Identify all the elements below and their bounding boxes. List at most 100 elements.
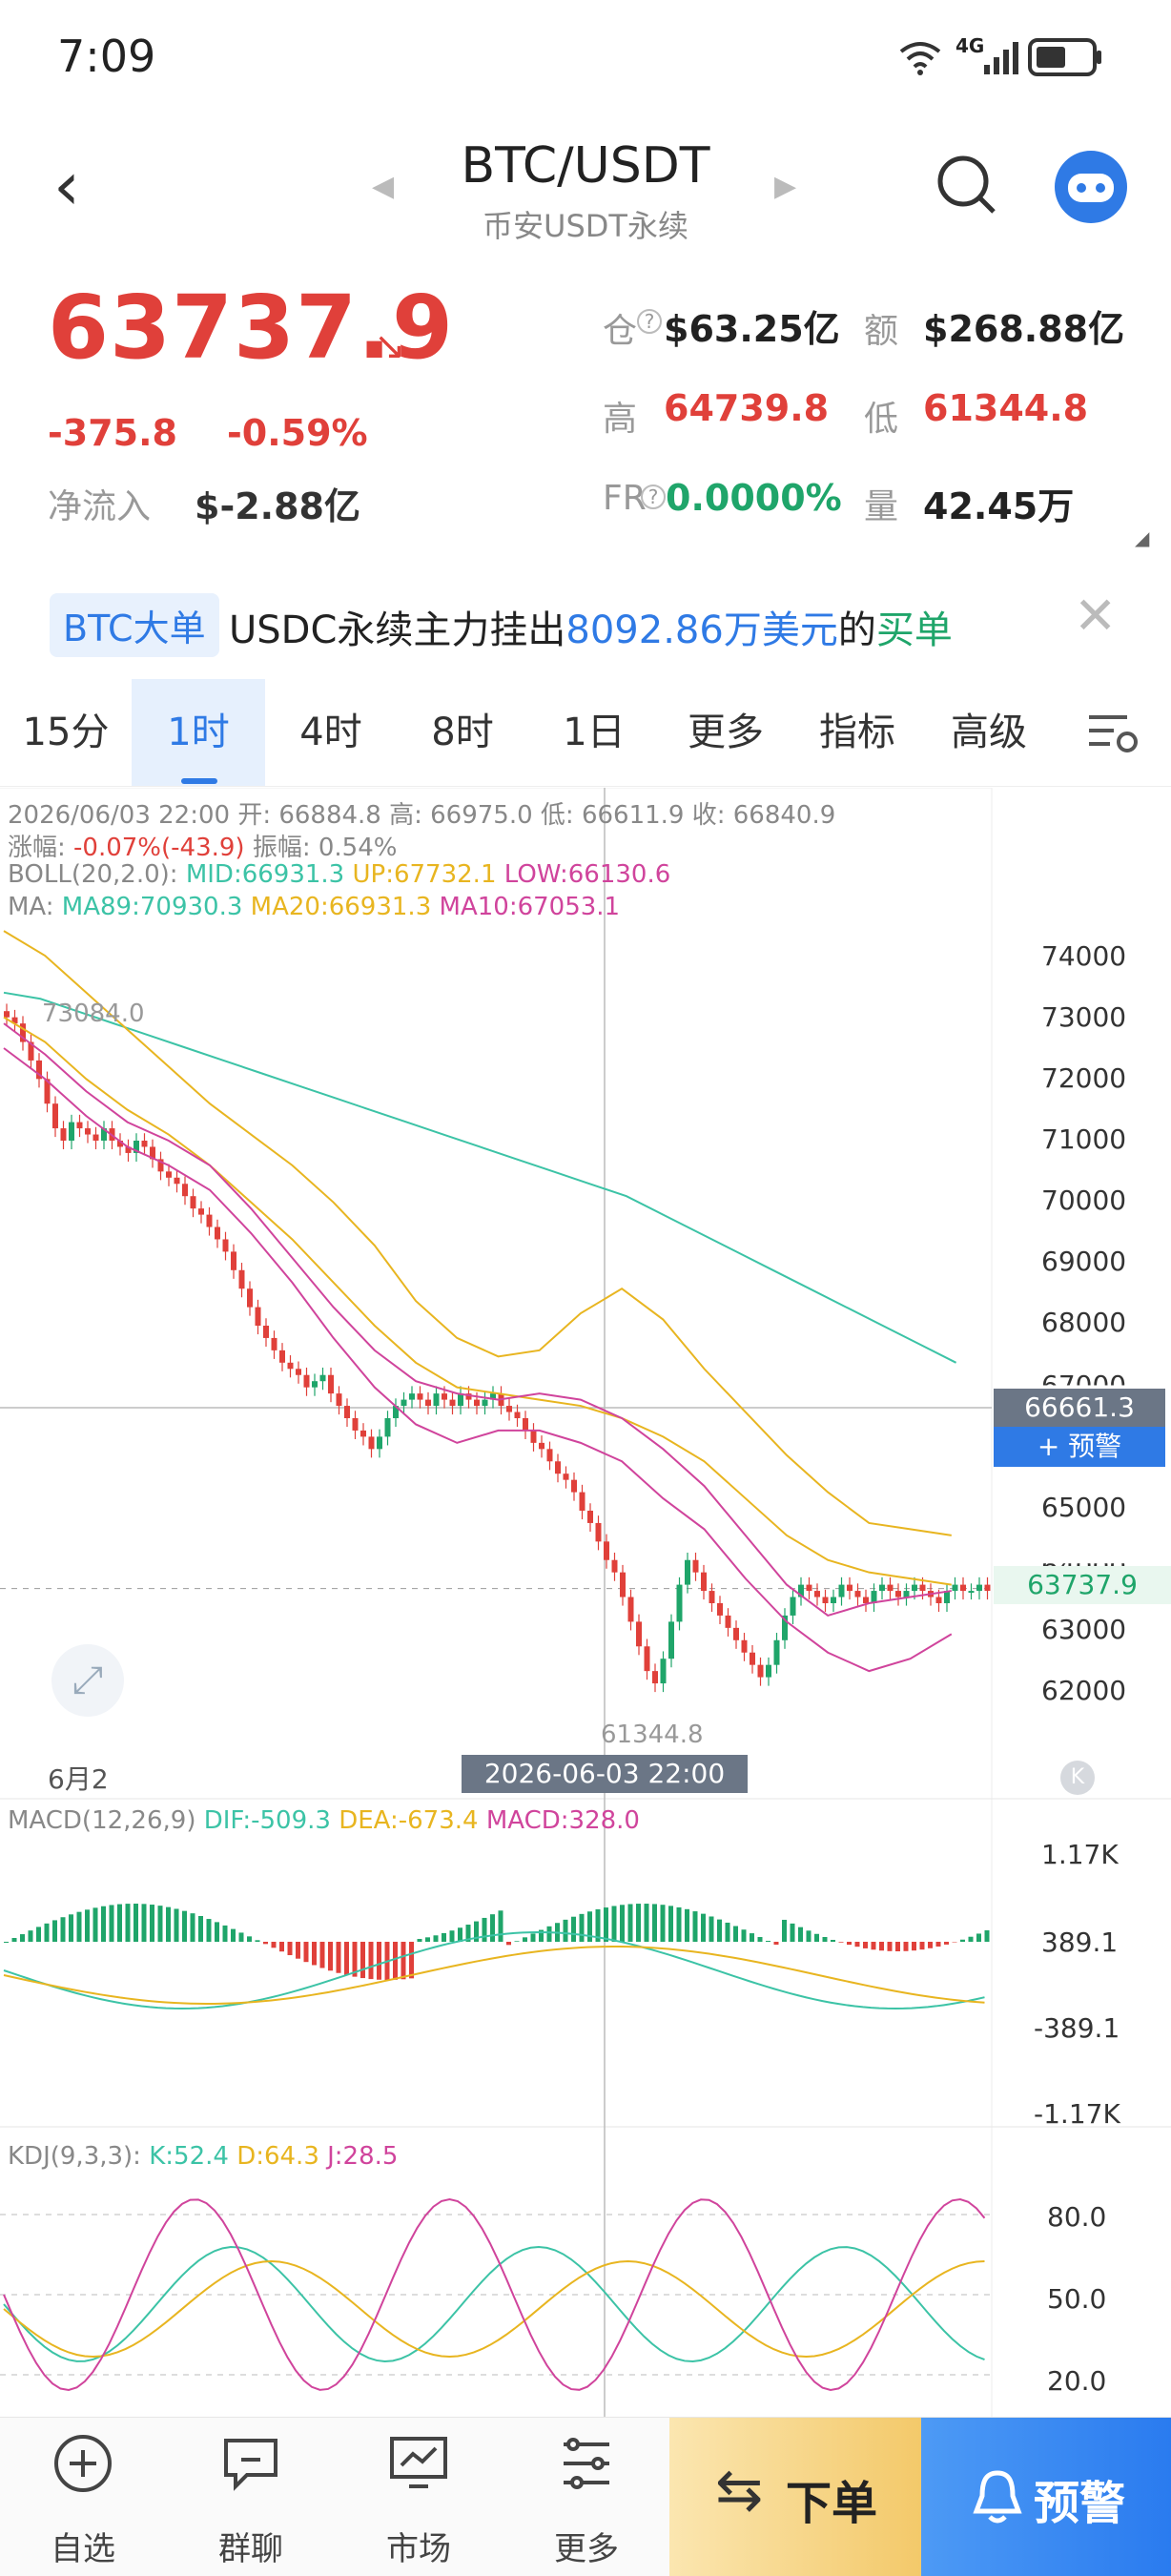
ma20-line [4, 1018, 952, 1585]
last-price-tag: 63737.9 [994, 1566, 1171, 1604]
nav-more[interactable]: 更多 [505, 2418, 668, 2576]
macd-bar [263, 1942, 268, 1944]
macd-bar [677, 1907, 682, 1942]
robot-assistant-icon[interactable] [1053, 149, 1129, 225]
candle-body [198, 1208, 204, 1214]
tab-indicators[interactable]: 指标 [791, 679, 923, 786]
candle-body [791, 1597, 796, 1616]
macd-bar [279, 1942, 284, 1951]
macd-bar [247, 1936, 252, 1942]
macd-bar [166, 1907, 171, 1942]
status-time: 7:09 [57, 31, 155, 82]
macd-bar [418, 1939, 422, 1942]
candle-body [320, 1375, 326, 1381]
price-tick: 70000 [1041, 1185, 1126, 1216]
tab-more[interactable]: 更多 [660, 679, 791, 786]
macd-bar [564, 1920, 568, 1942]
macd-bar [726, 1923, 730, 1942]
candle-body [636, 1621, 642, 1646]
candle-body [920, 1585, 926, 1591]
funding-rate-value: 0.0000% [666, 477, 842, 519]
candle-body [969, 1591, 975, 1593]
candle-body [401, 1400, 407, 1406]
nav-market[interactable]: 市场 [338, 2418, 500, 2576]
candle-body [263, 1326, 269, 1338]
candle-body [620, 1573, 626, 1597]
price-change: -375.8 [48, 412, 177, 454]
macd-bar [239, 1932, 244, 1942]
tab-1h[interactable]: 1时 [132, 679, 265, 786]
macd-tick: 389.1 [1041, 1927, 1118, 1958]
signal-icon [982, 38, 1020, 76]
tab-1d[interactable]: 1日 [528, 679, 660, 786]
open-interest-label: 仓 [603, 303, 637, 353]
tab-advanced[interactable]: 高级 [923, 679, 1055, 786]
search-icon[interactable] [935, 153, 1001, 219]
add-alert-button[interactable]: + 预警 [994, 1427, 1165, 1467]
macd-bar [750, 1933, 754, 1942]
candle-body [175, 1178, 180, 1184]
place-order-button[interactable]: ⇆ 下单 [669, 2418, 921, 2576]
candle-body [661, 1659, 667, 1683]
candle-body [434, 1393, 440, 1406]
tab-4h[interactable]: 4时 [265, 679, 397, 786]
battery-icon [1028, 36, 1104, 78]
chart-settings-icon[interactable] [1085, 710, 1142, 757]
macd-bar [814, 1934, 819, 1942]
candle-body [312, 1381, 318, 1387]
high-marker: 73084.0 [42, 999, 145, 1028]
price-tick: 74000 [1041, 940, 1126, 972]
macd-bar [823, 1937, 828, 1942]
net-inflow-value: $-2.88亿 [195, 477, 360, 529]
next-pair-icon[interactable]: ▶ [774, 170, 796, 203]
scroll-to-latest-icon[interactable]: K [1060, 1761, 1095, 1795]
price-alert-button[interactable]: 预警 [921, 2418, 1171, 2576]
candle-body [52, 1103, 58, 1128]
candle-body [709, 1591, 715, 1603]
tab-15m[interactable]: 15分 [0, 679, 132, 786]
info-icon[interactable]: ? [641, 484, 666, 509]
candle-body [726, 1616, 731, 1628]
macd-bar [393, 1942, 398, 1980]
macd-label-line: MACD(12,26,9) DIF:-509.3 DEA:-673.4 MACD… [8, 1806, 640, 1835]
macd-bar [547, 1927, 552, 1942]
macd-bar [4, 1942, 9, 1943]
chart-area[interactable]: 2026/06/03 22:00 开: 66884.8 高: 66975.0 低… [0, 788, 1171, 2417]
candle-body [247, 1288, 253, 1307]
macd-bar [304, 1942, 309, 1962]
macd-bar [231, 1929, 236, 1942]
candle-body [953, 1585, 958, 1591]
nav-watchlist[interactable]: 自选 [2, 2418, 164, 2576]
big-order-banner[interactable]: BTC大单 USDC永续主力挂出8092.86万美元的买单 ✕ [0, 572, 1171, 677]
nav-chat[interactable]: 群聊 [170, 2418, 332, 2576]
close-icon[interactable]: ✕ [1074, 586, 1117, 646]
candle-body [685, 1560, 690, 1585]
macd-bar [296, 1942, 300, 1959]
macd-bar [288, 1942, 293, 1955]
macd-bar [742, 1929, 747, 1942]
candle-body [847, 1585, 853, 1591]
macd-bar [920, 1942, 925, 1949]
candle-body [863, 1597, 869, 1603]
macd-bar [69, 1914, 73, 1942]
candle-body [385, 1418, 391, 1436]
banner-tag: BTC大单 [50, 593, 219, 657]
candle-body [904, 1591, 910, 1597]
macd-bar [863, 1942, 868, 1948]
info-icon[interactable]: ? [637, 309, 662, 334]
expand-corner-icon[interactable]: ◢ [1135, 526, 1149, 549]
candle-body [77, 1123, 83, 1128]
price-change-pct: -0.59% [227, 412, 368, 454]
macd-bar [101, 1906, 106, 1942]
high-label: 高 [603, 391, 637, 441]
candle-body [677, 1585, 683, 1622]
macd-bar [434, 1935, 439, 1942]
macd-bar [328, 1942, 333, 1970]
candle-info-line: 2026/06/03 22:00 开: 66884.8 高: 66975.0 低… [8, 795, 835, 831]
candle-body [474, 1400, 480, 1406]
macd-bar [150, 1905, 154, 1942]
fullscreen-icon[interactable]: ⤢ [51, 1644, 124, 1717]
candle-body [4, 1011, 10, 1017]
macd-bar [733, 1927, 738, 1942]
tab-8h[interactable]: 8时 [397, 679, 528, 786]
